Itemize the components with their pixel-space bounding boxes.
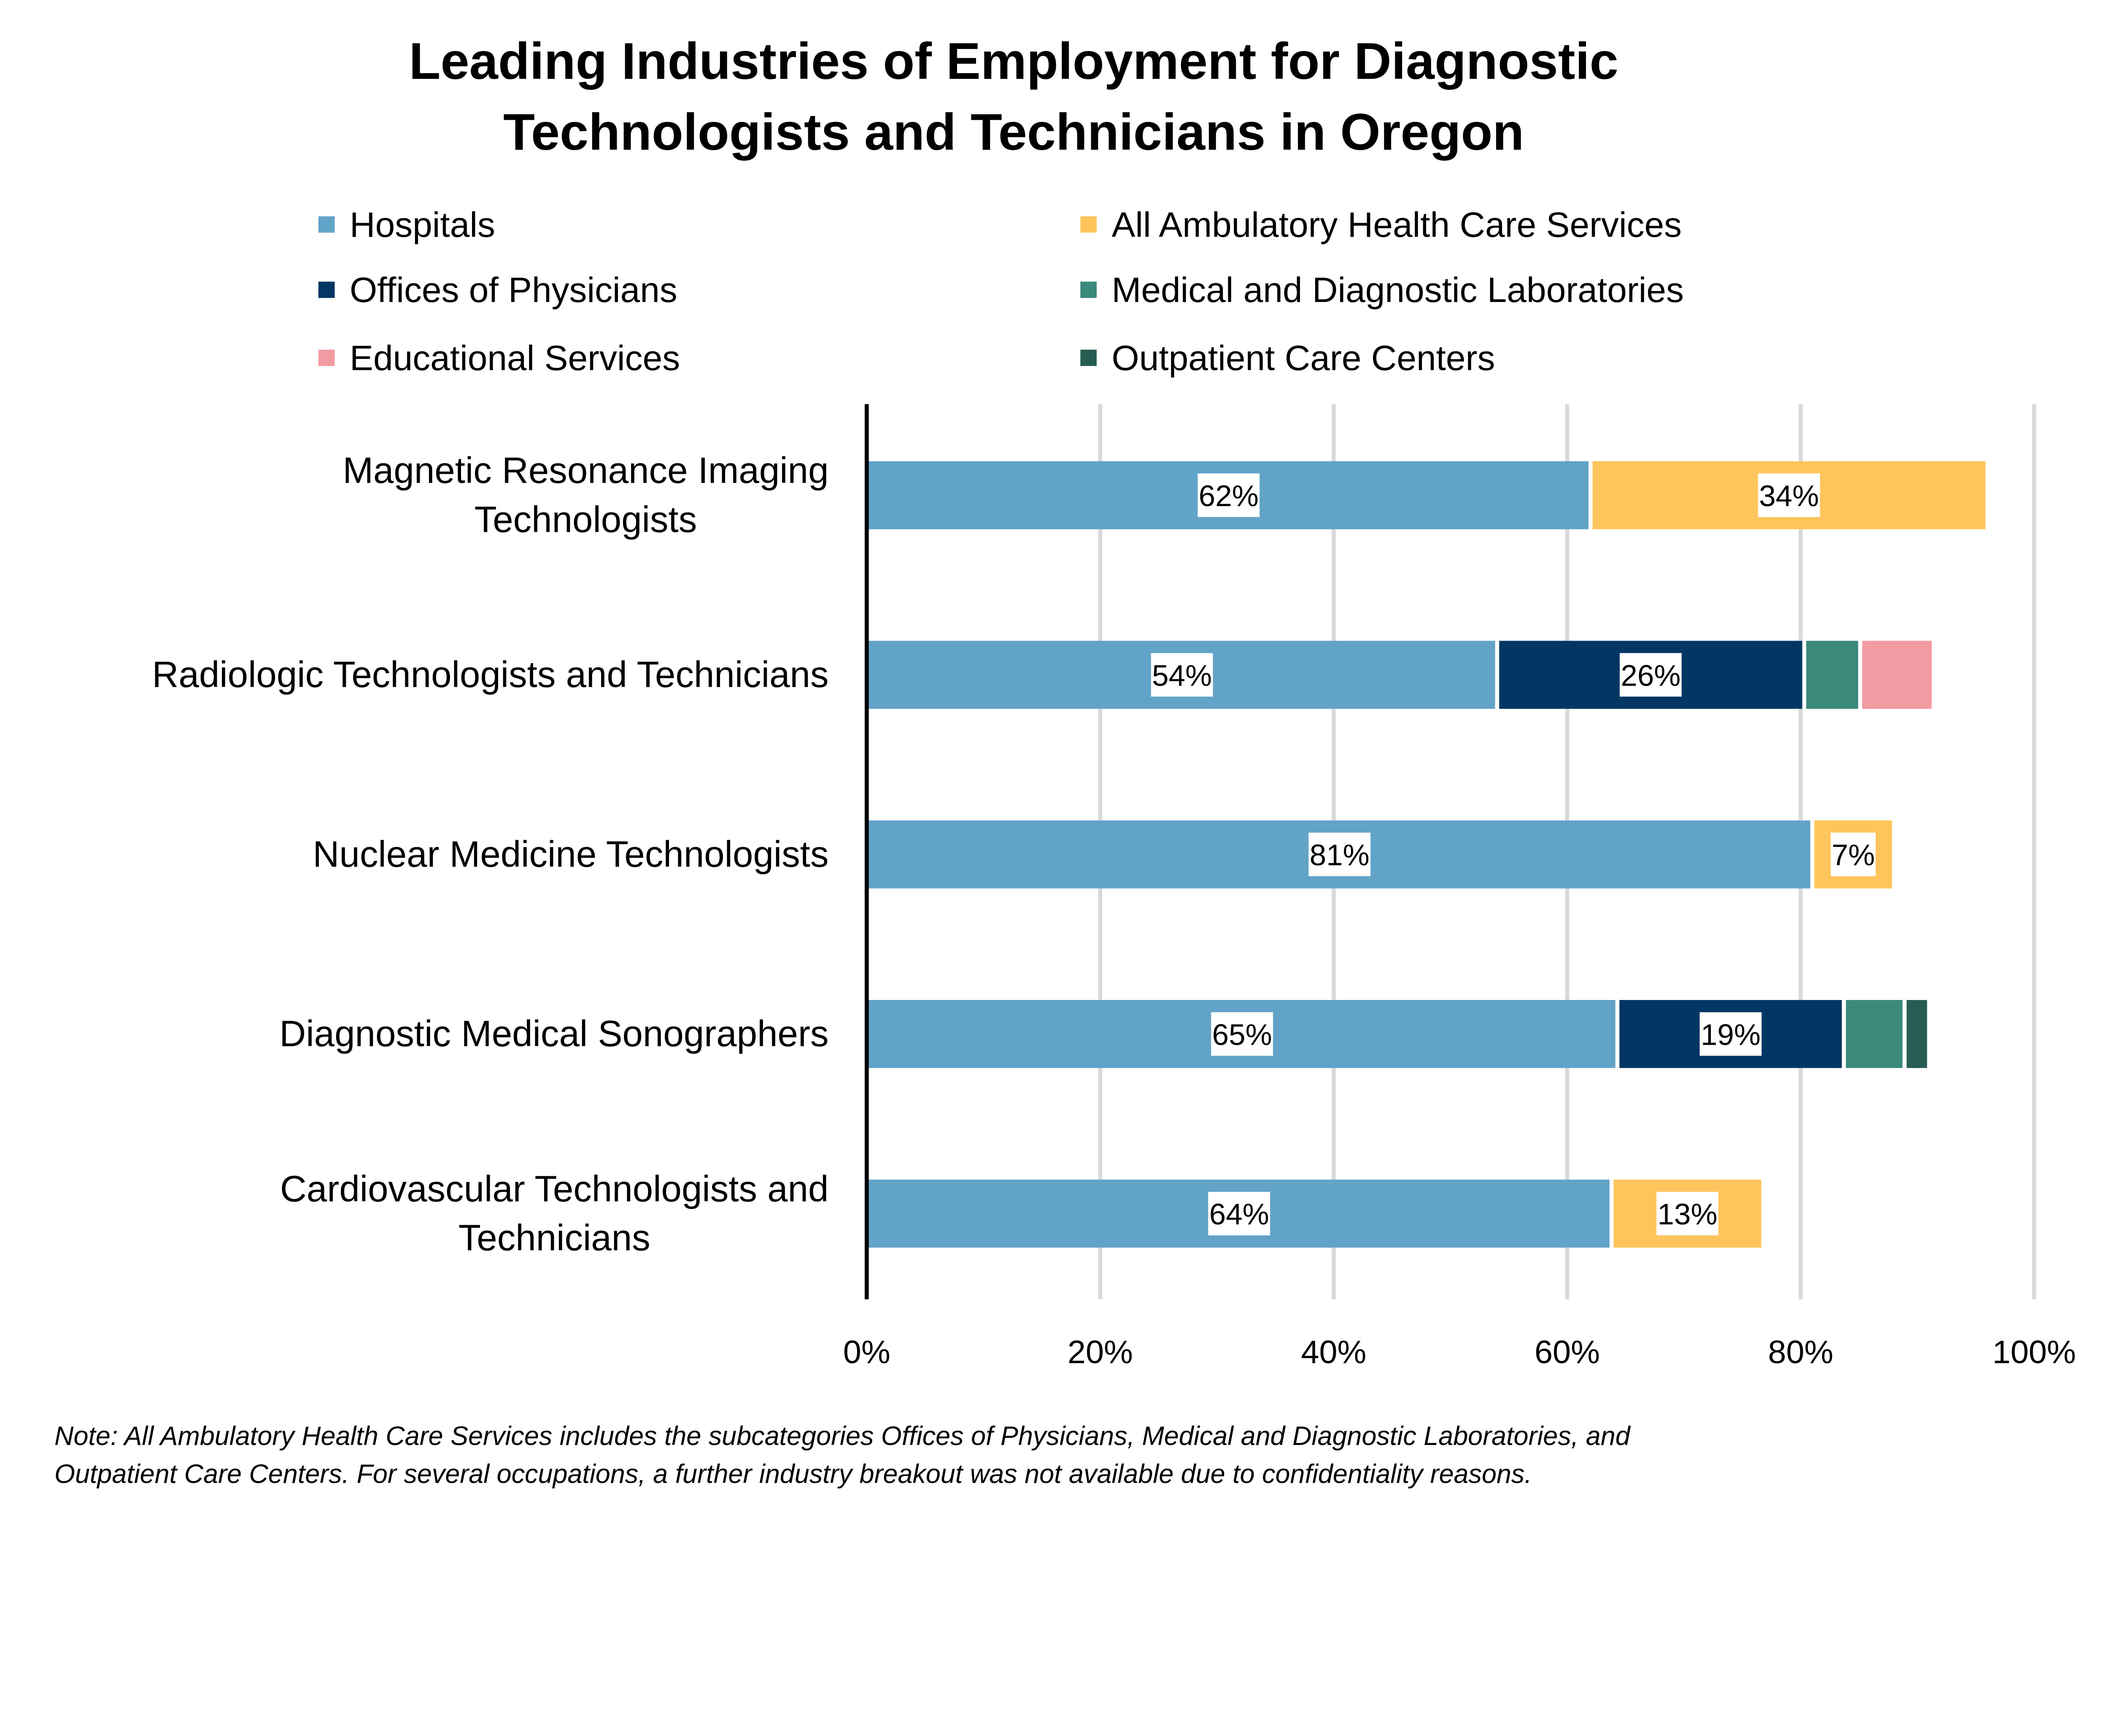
x-tick-label: 20% <box>1068 1334 1133 1370</box>
bar-segment <box>1846 1000 1903 1068</box>
data-label: 26% <box>1621 659 1680 693</box>
data-label-box <box>1656 1191 1718 1236</box>
legend-item: Outpatient Care Centers <box>1080 338 1495 377</box>
chart: Leading Industries of Employment for Dia… <box>54 32 2076 1489</box>
legend-item: Hospitals <box>318 205 495 244</box>
bar-segment <box>1907 1000 1927 1068</box>
legend-label: All Ambulatory Health Care Services <box>1111 205 1682 244</box>
legend-swatch <box>318 281 335 298</box>
data-label: 19% <box>1701 1018 1761 1051</box>
data-label: 13% <box>1658 1198 1718 1231</box>
category-label: Cardiovascular Technologists and <box>280 1168 828 1209</box>
legend-item: All Ambulatory Health Care Services <box>1080 205 1682 244</box>
data-label-box <box>1308 833 1371 876</box>
data-label-box <box>1758 473 1820 517</box>
bars: 62% 34% 54% 26% 81% 7% 65% 19% 64% 13% <box>866 461 1986 1248</box>
legend-swatch <box>1080 216 1097 233</box>
data-label-box <box>1619 653 1682 697</box>
note-line-2: Outpatient Care Centers. For several occ… <box>54 1459 1532 1489</box>
data-label: 34% <box>1759 480 1819 513</box>
data-label: 81% <box>1310 839 1370 872</box>
x-tick-label: 100% <box>1993 1334 2076 1370</box>
category-label: Technologists <box>475 499 697 540</box>
category-label: Magnetic Resonance Imaging <box>343 450 828 491</box>
category-label: Diagnostic Medical Sonographers <box>279 1014 828 1054</box>
data-label-box <box>1211 1012 1273 1056</box>
legend-swatch <box>1080 350 1097 366</box>
legend-label: Offices of Physicians <box>350 270 677 310</box>
legend-item: Educational Services <box>318 338 680 377</box>
legend: Hospitals All Ambulatory Health Care Serv… <box>318 205 1684 377</box>
category-labels: Magnetic Resonance Imaging Technologists R… <box>152 450 829 1258</box>
legend-label: Educational Services <box>350 338 680 377</box>
x-tick-label: 40% <box>1301 1334 1366 1370</box>
data-label-box <box>1208 1191 1270 1236</box>
legend-item: Offices of Physicians <box>318 270 677 310</box>
data-label: 64% <box>1209 1198 1269 1231</box>
legend-label: Outpatient Care Centers <box>1111 338 1495 377</box>
chart-title-line-1: Leading Industries of Employment for Dia… <box>409 32 1618 90</box>
data-label: 54% <box>1152 659 1212 693</box>
data-label-box <box>1151 653 1213 697</box>
legend-item: Medical and Diagnostic Laboratories <box>1080 270 1684 310</box>
data-label-box <box>1699 1012 1762 1056</box>
x-tick-label: 60% <box>1535 1334 1600 1370</box>
x-tick-labels: 0% 20% 40% 60% 80% 100% <box>843 1334 2076 1370</box>
data-label: 65% <box>1212 1018 1272 1051</box>
chart-title-line-2: Technologists and Technicians in Oregon <box>503 103 1524 161</box>
data-label-box <box>1197 473 1260 517</box>
legend-swatch <box>1080 281 1097 298</box>
data-label: 62% <box>1199 480 1259 513</box>
note-line-1: Note: All Ambulatory Health Care Service… <box>54 1421 1631 1451</box>
category-label: Radiologic Technologists and Technicians <box>152 654 829 695</box>
bar-segment <box>1862 641 1932 709</box>
data-label: 7% <box>1831 839 1875 872</box>
data-label-box <box>1831 833 1876 876</box>
legend-label: Medical and Diagnostic Laboratories <box>1111 270 1684 310</box>
legend-swatch <box>318 350 335 366</box>
x-tick-label: 80% <box>1768 1334 1834 1370</box>
category-label: Technicians <box>458 1218 650 1259</box>
bar-segment <box>1806 641 1858 709</box>
category-label: Nuclear Medicine Technologists <box>313 834 829 875</box>
legend-swatch <box>318 216 335 233</box>
legend-label: Hospitals <box>350 205 495 244</box>
x-tick-label: 0% <box>843 1334 890 1370</box>
